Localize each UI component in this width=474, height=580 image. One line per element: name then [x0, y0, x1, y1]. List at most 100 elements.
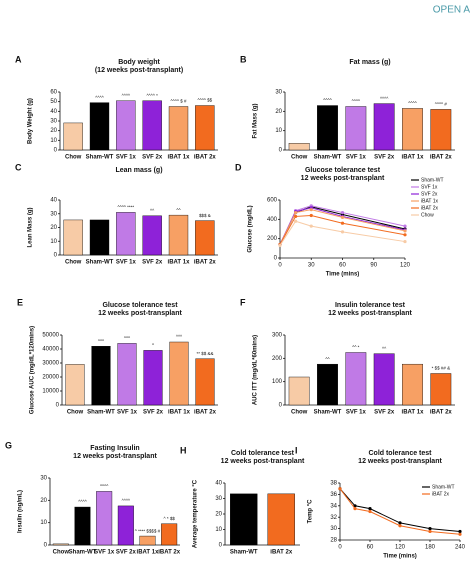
- bar: [267, 493, 295, 546]
- bar-annotation: ^: [152, 343, 155, 348]
- x-tick-label: iBAT 2x: [194, 410, 217, 416]
- y-tick-label: 0: [54, 148, 58, 154]
- x-tick-label: SVF 2x: [116, 550, 137, 556]
- x-tick-label: 240: [455, 545, 466, 551]
- y-tick-label: 20000: [42, 375, 59, 381]
- bar: [317, 363, 338, 406]
- x-tick-label: SVF 1x: [116, 155, 137, 161]
- panel-subtitle: 12 weeks post-transplant: [328, 310, 412, 317]
- x-tick-label: 30: [308, 263, 315, 269]
- bar: [195, 105, 215, 151]
- y-tick-label: 0: [279, 148, 283, 154]
- y-axis-label: Temp °C: [308, 499, 314, 524]
- bar: [402, 363, 423, 406]
- x-tick-label: Sham-WT: [69, 550, 97, 556]
- bar: [345, 106, 367, 151]
- point: [278, 243, 282, 248]
- panel-subtitle: 12 weeks post-transplant: [358, 458, 442, 465]
- x-tick-label: iBAT 1x: [168, 260, 191, 266]
- y-axis-label: Fat Mass (g): [253, 103, 259, 138]
- bar-annotation: ^^^^: [100, 484, 109, 489]
- bar-annotation: ^^^^ #: [435, 102, 448, 107]
- bar-annotation: ^^^: [124, 336, 131, 341]
- y-tick-label: 10: [40, 520, 47, 526]
- x-tick-label: SVF 1x: [94, 550, 115, 556]
- bar: [161, 523, 178, 546]
- bar: [139, 535, 156, 546]
- x-tick-label: SVF 1x: [117, 410, 138, 416]
- y-tick-label: 36: [330, 492, 337, 498]
- y-tick-label: 10: [275, 128, 282, 134]
- x-tick-label: iBAT 1x: [168, 155, 191, 161]
- y-tick-label: 32: [330, 515, 337, 521]
- legend-label: Sham-WT: [432, 484, 455, 490]
- point: [428, 527, 432, 531]
- y-tick-label: 40: [50, 109, 57, 115]
- x-tick-label: Chow: [53, 550, 70, 556]
- y-axis-label: AUC ITT (mg/dL*60mins): [253, 335, 259, 405]
- panel-title: Glucose tolerance test: [102, 302, 178, 309]
- bar: [91, 346, 111, 406]
- panel-title: Cold tolerance test: [231, 450, 295, 457]
- y-tick-label: 200: [272, 356, 283, 362]
- bar: [373, 103, 395, 151]
- y-tick-label: 50000: [42, 333, 59, 339]
- point: [309, 224, 313, 228]
- bar: [89, 102, 110, 151]
- x-tick-label: iBAT 2x: [270, 550, 293, 556]
- y-tick-label: 30: [275, 90, 282, 96]
- y-axis-label: Body Weight (g): [28, 98, 34, 144]
- point: [398, 524, 402, 528]
- bar-annotation: ^^: [150, 208, 155, 213]
- y-axis-label: Glucose (mg/dL): [248, 205, 254, 252]
- bar: [345, 352, 367, 406]
- y-axis-label: Glucose AUC (mg/dL*120mins): [30, 326, 36, 414]
- bar: [65, 364, 85, 406]
- x-axis-label: Time (mins): [383, 554, 417, 560]
- legend-label: Sham-WT: [421, 177, 444, 183]
- panel-letter: G: [5, 440, 12, 450]
- x-tick-label: SVF 2x: [374, 410, 395, 416]
- x-axis-label: Time (mins): [326, 272, 360, 278]
- bar: [430, 109, 452, 151]
- x-tick-label: Chow: [291, 155, 308, 161]
- bar: [288, 143, 310, 151]
- bar-annotation: ^^^^: [78, 499, 87, 504]
- panel-letter: F: [240, 297, 246, 307]
- bar: [195, 358, 215, 406]
- bar: [317, 105, 338, 151]
- x-tick-label: 120: [400, 263, 411, 269]
- panel-letter: C: [15, 162, 22, 172]
- point: [340, 221, 345, 225]
- y-tick-label: 28: [330, 538, 337, 544]
- bar-annotation: ^^: [176, 207, 181, 212]
- y-tick-label: 20: [215, 512, 222, 518]
- x-tick-label: iBAT 1x: [402, 155, 425, 161]
- y-tick-label: 0: [219, 543, 223, 549]
- y-tick-label: 10: [50, 239, 57, 245]
- x-tick-label: Chow: [65, 260, 82, 266]
- y-tick-label: 200: [267, 236, 278, 242]
- y-tick-label: 600: [267, 198, 278, 204]
- panel-title: Fat mass (g): [349, 59, 390, 66]
- bar-annotation: ^^^^: [95, 95, 104, 100]
- point: [353, 504, 357, 508]
- y-tick-label: 60: [50, 90, 57, 96]
- y-tick-label: 34: [330, 503, 337, 509]
- y-tick-label: 0: [274, 256, 278, 262]
- x-tick-label: Sham-WT: [86, 260, 114, 266]
- bar-annotation: ^^^^: [122, 93, 131, 98]
- x-tick-label: Sham-WT: [230, 550, 258, 556]
- bar: [430, 373, 452, 406]
- series-line: [339, 488, 461, 535]
- point: [368, 509, 372, 514]
- x-tick-label: iBAT 2x: [194, 260, 217, 266]
- bar-annotation: ^^^^: [380, 96, 389, 101]
- panel-title: Lean mass (g): [115, 167, 162, 174]
- y-tick-label: 0: [44, 543, 48, 549]
- bar: [230, 493, 258, 546]
- bar: [116, 100, 136, 151]
- x-tick-label: 60: [367, 545, 374, 551]
- x-tick-label: Sham-WT: [86, 155, 114, 161]
- legend-label: Chow: [421, 212, 434, 218]
